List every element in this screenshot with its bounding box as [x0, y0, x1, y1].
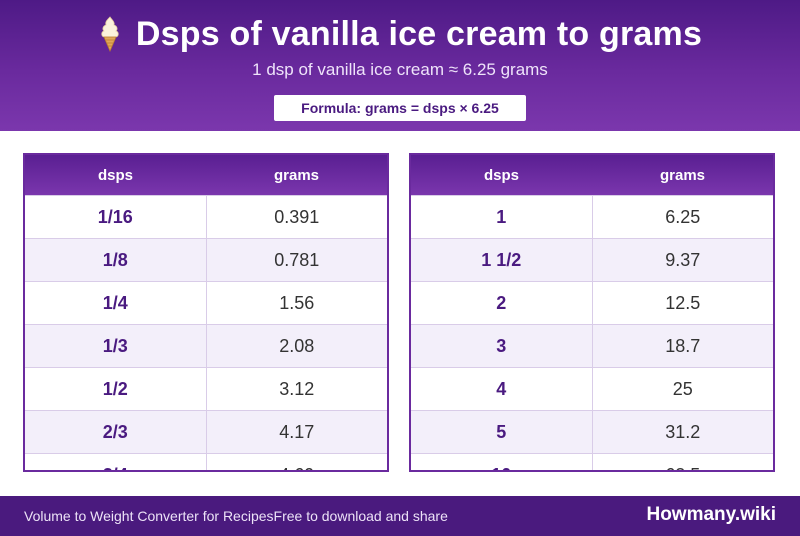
page-title: Dsps of vanilla ice cream to grams: [135, 14, 703, 53]
grams-cell: 9.37: [592, 238, 773, 282]
grams-cell: 0.781: [206, 238, 387, 282]
dsps-cell: 2: [411, 281, 593, 325]
brand-link[interactable]: Howmany.wiki: [646, 504, 776, 525]
dsps-cell: 10: [411, 453, 593, 470]
grams-cell: 12.5: [592, 281, 773, 325]
table-header-row: dsps grams: [25, 155, 387, 196]
dsps-cell: 4: [411, 367, 593, 411]
grams-cell: 1.56: [206, 281, 387, 325]
table-row: 1 6.25: [411, 195, 773, 239]
table-row: 1/8 0.781: [25, 238, 387, 282]
table-row: 1/3 2.08: [25, 324, 387, 368]
dsps-cell: 1: [411, 195, 593, 239]
footer-tagline: Volume to Weight Converter for RecipesFr…: [24, 508, 448, 524]
title-row: Dsps of vanilla ice cream to grams: [0, 14, 800, 54]
table-row: 4 25: [411, 367, 773, 411]
dsps-cell: 1/8: [25, 238, 207, 282]
column-header-dsps: dsps: [25, 155, 206, 196]
dsps-cell: 1/4: [25, 281, 207, 325]
column-header-grams: grams: [592, 155, 773, 196]
table-row: 1 1/2 9.37: [411, 238, 773, 282]
dsps-cell: 1/16: [25, 195, 207, 239]
grams-cell: 6.25: [592, 195, 773, 239]
grams-cell: 0.391: [206, 195, 387, 239]
dsps-cell: 1 1/2: [411, 238, 593, 282]
conversion-table-right: dsps grams 1 6.25 1 1/2 9.37 2 12.5 3 18.7 4…: [409, 153, 775, 472]
dsps-cell: 5: [411, 410, 593, 454]
table-row: 2/3 4.17: [25, 410, 387, 454]
header-banner: Dsps of vanilla ice cream to grams 1 dsp…: [0, 0, 800, 131]
grams-cell: 62.5: [592, 453, 773, 470]
table-row: 2 12.5: [411, 281, 773, 325]
grams-cell: 3.12: [206, 367, 387, 411]
table-header-row: dsps grams: [411, 155, 773, 196]
grams-cell: 31.2: [592, 410, 773, 454]
table-row: 3 18.7: [411, 324, 773, 368]
table-row: 3/44.69: [25, 453, 387, 470]
column-header-grams: grams: [206, 155, 387, 196]
grams-cell: 18.7: [592, 324, 773, 368]
grams-cell: 2.08: [206, 324, 387, 368]
soft-serve-ice-cream-icon: [101, 16, 119, 52]
dsps-cell: 3: [411, 324, 593, 368]
formula-badge: Formula: grams = dsps × 6.25: [274, 95, 526, 121]
table-row: 1/16 0.391: [25, 195, 387, 239]
dsps-cell: 3/4: [25, 453, 207, 470]
grams-cell: 25: [592, 367, 773, 411]
column-header-dsps: dsps: [411, 155, 592, 196]
footer-bar: Volume to Weight Converter for RecipesFr…: [0, 496, 800, 536]
table-row: 5 31.2: [411, 410, 773, 454]
table-row: 1/4 1.56: [25, 281, 387, 325]
table-row: 1/2 3.12: [25, 367, 387, 411]
dsps-cell: 2/3: [25, 410, 207, 454]
dsps-cell: 1/3: [25, 324, 207, 368]
grams-cell: 4.17: [206, 410, 387, 454]
page-subtitle: 1 dsp of vanilla ice cream ≈ 6.25 grams: [252, 60, 548, 79]
dsps-cell: 1/2: [25, 367, 207, 411]
table-row: 1062.5: [411, 453, 773, 470]
grams-cell: 4.69: [206, 453, 387, 470]
conversion-table-left: dsps grams 1/16 0.391 1/8 0.781 1/4 1.56 1/…: [23, 153, 389, 472]
